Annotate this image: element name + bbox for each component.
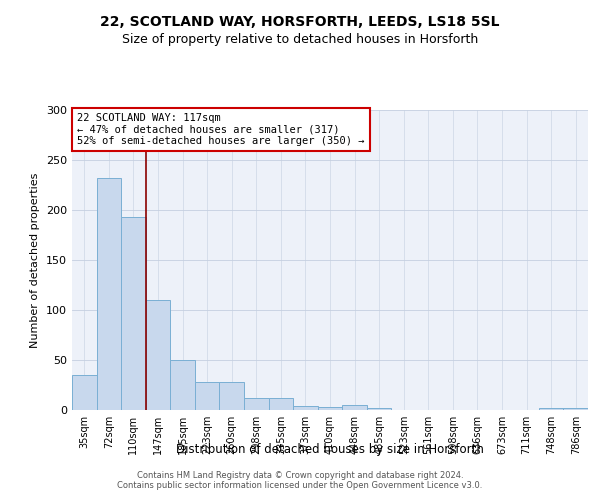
Bar — [72, 375, 97, 410]
Bar — [293, 406, 318, 410]
Text: Contains HM Land Registry data © Crown copyright and database right 2024.
Contai: Contains HM Land Registry data © Crown c… — [118, 470, 482, 490]
Bar — [269, 398, 293, 410]
Bar — [342, 405, 367, 410]
Text: 22, SCOTLAND WAY, HORSFORTH, LEEDS, LS18 5SL: 22, SCOTLAND WAY, HORSFORTH, LEEDS, LS18… — [100, 15, 500, 29]
Text: Distribution of detached houses by size in Horsforth: Distribution of detached houses by size … — [176, 444, 484, 456]
Text: 22 SCOTLAND WAY: 117sqm
← 47% of detached houses are smaller (317)
52% of semi-d: 22 SCOTLAND WAY: 117sqm ← 47% of detache… — [77, 113, 365, 146]
Bar — [170, 360, 195, 410]
Bar — [563, 408, 588, 410]
Bar — [97, 178, 121, 410]
Bar — [318, 407, 342, 410]
Bar — [367, 408, 391, 410]
Text: Size of property relative to detached houses in Horsforth: Size of property relative to detached ho… — [122, 32, 478, 46]
Bar — [195, 382, 220, 410]
Bar — [121, 217, 146, 410]
Bar — [244, 398, 269, 410]
Bar — [220, 382, 244, 410]
Y-axis label: Number of detached properties: Number of detached properties — [31, 172, 40, 348]
Bar — [539, 408, 563, 410]
Bar — [146, 300, 170, 410]
